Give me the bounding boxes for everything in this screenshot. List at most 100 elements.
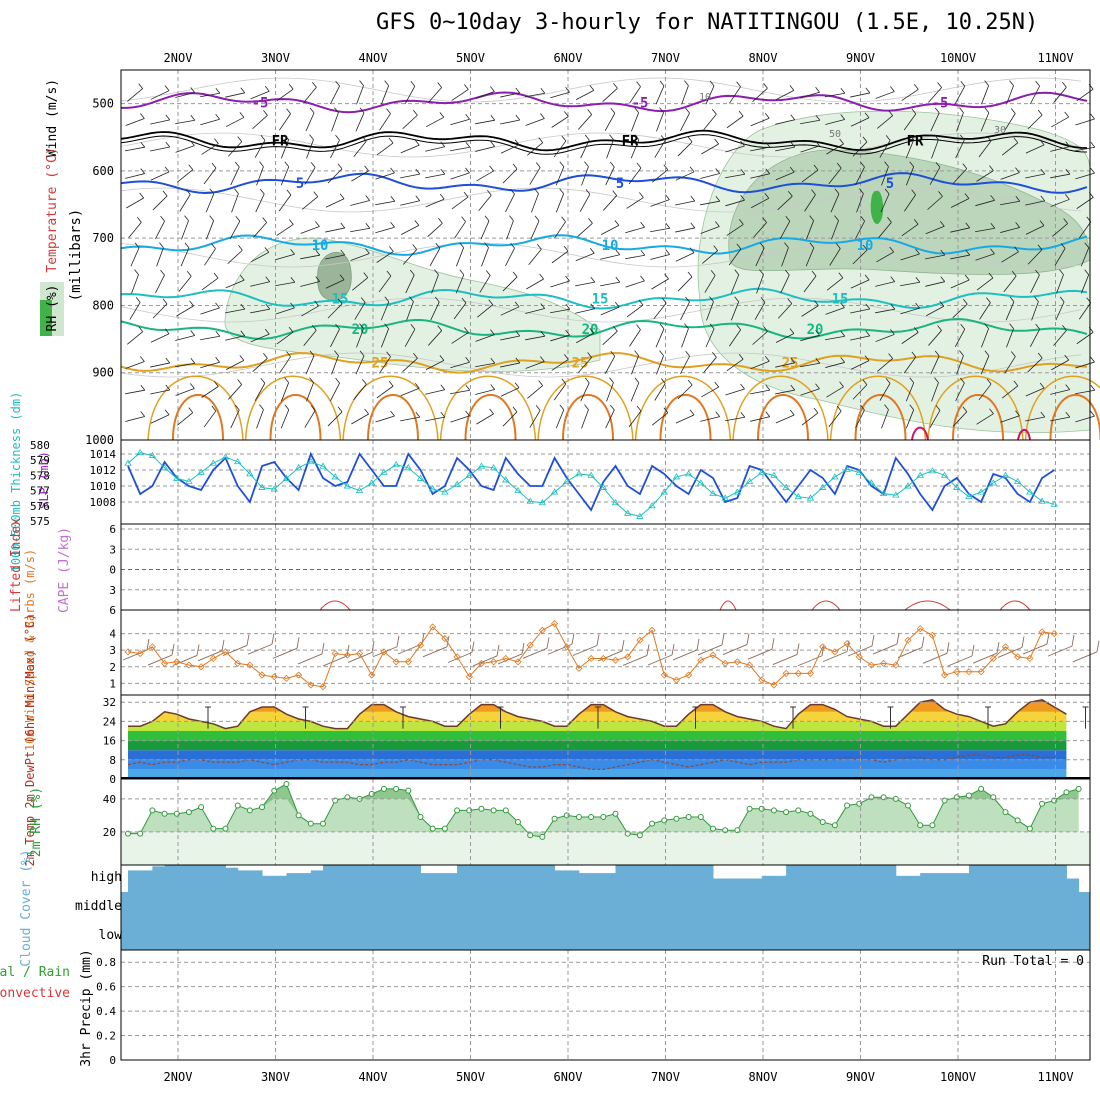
thickness-point — [441, 488, 449, 495]
wind-barb — [825, 362, 845, 368]
ylabel-thickness: 1000-500mb Thickness (dm) — [9, 392, 23, 573]
wind-barb — [800, 362, 820, 368]
wind-barb — [825, 335, 845, 341]
wind-barb — [140, 113, 145, 119]
wind-barb — [790, 357, 796, 364]
wind-barb — [256, 166, 264, 186]
wind-barb — [214, 381, 219, 387]
wind-barb — [986, 297, 991, 303]
wind-barb — [284, 404, 290, 411]
wind-barb — [538, 137, 544, 143]
slp-tick-label: 1008 — [90, 496, 117, 509]
wind-barb — [1063, 218, 1068, 224]
wind-barb — [215, 88, 221, 94]
top-day-label: 5NOV — [456, 51, 485, 65]
wind-speed-point — [307, 681, 315, 689]
isotherm-label: FR — [907, 134, 924, 150]
rh-point — [844, 802, 851, 809]
thickness-point — [697, 479, 705, 486]
wind-barb — [780, 274, 790, 294]
wind-barb — [775, 333, 795, 343]
wind-barb — [747, 648, 773, 660]
wind-barb — [672, 649, 698, 661]
wind-barb — [750, 197, 770, 209]
rh-point — [185, 809, 192, 816]
wind-barb — [239, 112, 245, 118]
surface-warm-contour — [1024, 375, 1100, 441]
wind-barb — [765, 141, 771, 148]
cloud-high-bar — [993, 865, 1006, 892]
isotherm-label: -5 — [632, 95, 649, 111]
wind-barb — [506, 220, 514, 240]
wind-barb — [750, 146, 770, 152]
wind-barb — [375, 415, 395, 423]
wind-barb — [1090, 167, 1095, 174]
wind-barb — [522, 647, 548, 659]
wind-barb — [750, 117, 770, 127]
wind-barb — [1065, 194, 1070, 200]
wind-barb — [790, 141, 796, 148]
wind-barb — [626, 197, 644, 209]
wind-speed-point — [1038, 628, 1046, 636]
cape-bump — [999, 600, 1031, 611]
wind-barb — [1030, 274, 1040, 294]
wind-speed-point — [624, 653, 632, 661]
wind-barb — [515, 87, 521, 94]
cloud-high-bar — [652, 865, 665, 892]
wind-barb — [975, 199, 995, 207]
wind-barb — [934, 350, 940, 357]
wind-speed-point — [611, 656, 620, 664]
wind-barb — [1080, 247, 1090, 267]
wind-barb — [500, 119, 520, 125]
cloud-high-bar — [188, 865, 202, 892]
wind-barb — [402, 358, 418, 372]
wind-speed-point — [587, 654, 595, 663]
wind-barb — [509, 215, 514, 221]
wind-barb — [651, 169, 669, 183]
wind-barb — [959, 350, 964, 356]
wind-barb — [437, 325, 443, 331]
wind-barb — [515, 114, 521, 121]
wind-barb — [453, 302, 467, 320]
wind-barb — [813, 164, 819, 171]
wind-barb — [905, 382, 915, 402]
wind-speed-point — [343, 651, 351, 659]
wind-barb — [610, 108, 616, 114]
wind-barb — [775, 146, 795, 152]
wind-barb — [528, 249, 542, 265]
wind-barb — [472, 655, 498, 667]
wind-barb — [400, 173, 420, 179]
top-day-label: 2NOV — [164, 51, 193, 65]
wind-barb — [897, 647, 923, 658]
rh-point — [320, 820, 326, 827]
wind-barb — [935, 405, 941, 411]
rh-point — [807, 810, 814, 817]
wind-barb — [413, 353, 418, 359]
wind-barb — [204, 248, 216, 266]
wind-barb — [150, 171, 170, 181]
thickness-point — [124, 459, 132, 466]
wind-barb — [451, 332, 469, 344]
slp-line — [127, 451, 1055, 512]
wind-barb — [856, 193, 864, 213]
wind-barb — [529, 167, 541, 185]
wind-barb — [1059, 296, 1065, 303]
wind-barb — [890, 303, 896, 310]
wind-barb — [256, 409, 264, 429]
wind-barb — [775, 90, 795, 100]
wind-barb — [700, 416, 720, 422]
rh-contour — [120, 77, 1082, 103]
wind-barb — [450, 146, 470, 152]
wind-barb — [1090, 113, 1095, 120]
wind-barb — [934, 107, 940, 114]
cloud-high-bar — [834, 865, 848, 892]
wind-barb — [425, 389, 445, 395]
wind-barb — [500, 306, 520, 316]
wind-barb — [180, 247, 190, 267]
wind-barb — [400, 387, 420, 397]
isotherm-label: 5 — [616, 176, 624, 192]
wind-barb — [1064, 354, 1070, 361]
wind-barb — [425, 146, 445, 152]
wind-barb — [335, 377, 340, 384]
isotherm-line — [120, 318, 1088, 340]
